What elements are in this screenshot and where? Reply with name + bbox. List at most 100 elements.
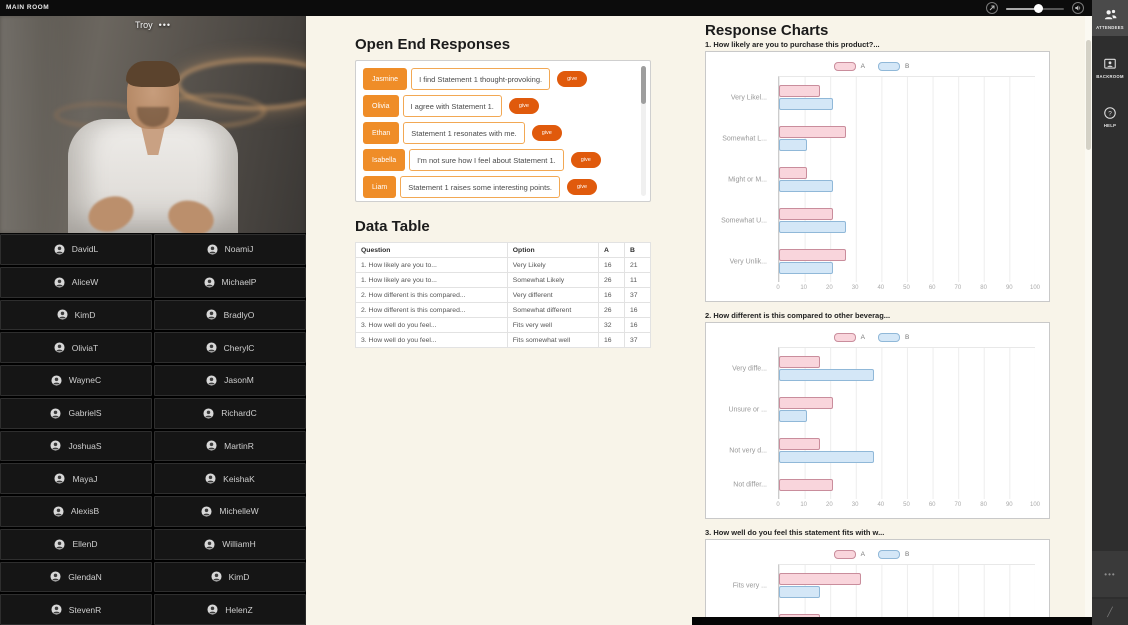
table-cell: 16	[624, 317, 651, 333]
speaker-icon[interactable]	[1072, 2, 1084, 14]
attendee-tile[interactable]: OliviaT	[0, 332, 152, 363]
table-cell: 1. How likely are you to...	[355, 257, 508, 273]
attendee-tile[interactable]: AlexisB	[0, 496, 152, 527]
axis-tick-label: 70	[954, 285, 962, 291]
open-end-scrollbar[interactable]	[641, 66, 646, 196]
attendee-tile[interactable]: StevenR	[0, 594, 152, 625]
attendee-avatar-icon	[57, 309, 68, 320]
category-label: Somewhat L...	[722, 135, 767, 142]
resize-handle-icon[interactable]: ╱	[1092, 599, 1128, 625]
attendee-tile[interactable]: CherylC	[154, 332, 306, 363]
open-end-title: Open End Responses	[355, 36, 511, 53]
response-text: Statement 1 resonates with me.	[403, 122, 525, 144]
attendee-tile[interactable]: NoamiJ	[154, 234, 306, 265]
table-cell: Fits very well	[506, 317, 600, 333]
response-action-button[interactable]: give	[567, 179, 598, 195]
response-action-button[interactable]: give	[557, 71, 588, 87]
video-options-menu[interactable]: •••	[158, 20, 172, 30]
legend-label: A	[860, 550, 865, 558]
table-cell: Fits somewhat well	[506, 332, 600, 348]
attendee-tile[interactable]: KeishaK	[154, 463, 306, 494]
slider-knob[interactable]	[1033, 4, 1043, 13]
attendee-tile[interactable]: KimD	[154, 561, 306, 593]
room-label: MAIN ROOM	[6, 4, 50, 11]
chart-card: A B Very Likel... Somewhat L... Might or M..…	[705, 51, 1050, 302]
open-end-response: Isabella I'm not sure how I feel about St…	[363, 149, 634, 171]
response-charts-panel: Response Charts 1. How likely are you to…	[692, 16, 1092, 617]
attendee-tile[interactable]: MichelleW	[154, 496, 306, 527]
attendee-tile[interactable]: AliceW	[0, 266, 152, 298]
attendee-name: JoshuaS	[68, 440, 102, 451]
category-label: Might or M...	[728, 176, 767, 183]
chart-category-group: Fits some...	[779, 606, 1035, 617]
bar-series-A	[779, 126, 846, 138]
axis-tick-label: 0	[776, 502, 780, 508]
volume-slider[interactable]	[1006, 2, 1064, 14]
scrollbar-thumb[interactable]	[641, 66, 646, 104]
response-action-button[interactable]: give	[508, 98, 539, 114]
chart-category-group: Somewhat U...	[721, 200, 1035, 241]
sidebar-item-label: HELP	[1103, 123, 1117, 128]
attendee-tile[interactable]: RichardC	[154, 397, 306, 429]
bar-series-A	[779, 479, 833, 491]
attendee-name: HelenZ	[225, 604, 253, 615]
attendee-tile[interactable]: WilliamH	[154, 528, 306, 560]
respondent-name-tag: Ethan	[363, 122, 400, 144]
category-label: Not very d...	[729, 447, 767, 454]
sidebar-item-backroom[interactable]: BACKROOM	[1092, 50, 1128, 85]
attendee-grid: DavidL NoamiJ AliceW MichaelP KimD BradlyO Oli…	[0, 234, 306, 625]
response-action-button[interactable]: give	[531, 125, 562, 141]
axis-tick-label: 90	[1005, 285, 1013, 291]
charts-scrollbar-thumb[interactable]	[1086, 40, 1091, 150]
chart-section: 3. How well do you feel this statement f…	[705, 528, 1078, 617]
axis-tick-label: 100	[1029, 285, 1041, 291]
attendee-tile[interactable]: HelenZ	[154, 594, 306, 625]
sidebar-item-help[interactable]: ? HELP	[1092, 99, 1128, 134]
response-text: Statement 1 raises some interesting poin…	[400, 176, 561, 198]
table-row: 2. How different is this compared... Some…	[355, 302, 651, 318]
attendee-name: EllenD	[72, 539, 98, 550]
sidebar-item-attendees[interactable]: ATTENDEES	[1092, 0, 1128, 36]
expand-icon[interactable]	[986, 2, 998, 14]
video-window-light	[0, 16, 70, 233]
open-end-response: Liam Statement 1 raises some interesting …	[363, 176, 634, 198]
chart-question-label: 2. How different is this compared to oth…	[705, 311, 891, 320]
legend-swatch	[878, 549, 900, 559]
legend-label: B	[905, 333, 910, 341]
attendee-tile[interactable]: BradlyO	[154, 299, 306, 331]
attendee-tile[interactable]: WayneC	[0, 365, 152, 396]
axis-tick-label: 50	[903, 285, 910, 291]
attendee-tile[interactable]: MichaelP	[154, 266, 306, 298]
presenter-video[interactable]: Troy •••	[0, 16, 306, 233]
attendee-name: StevenR	[68, 604, 102, 615]
attendee-tile[interactable]: DavidL	[0, 234, 152, 265]
attendee-tile[interactable]: GabrielS	[0, 397, 152, 429]
table-cell: 16	[624, 302, 651, 318]
chart-category-group: Might or M...	[728, 159, 1035, 200]
attendee-avatar-icon	[206, 309, 217, 320]
open-end-response: Olivia I agree with Statement 1. give	[363, 95, 634, 117]
chart-category-group: Very Unlik...	[730, 241, 1035, 282]
sidebar-collapsed-panel[interactable]: •••	[1092, 551, 1128, 597]
bar-series-B	[779, 221, 846, 233]
attendee-avatar-icon	[201, 506, 212, 517]
attendee-tile[interactable]: MartinR	[154, 430, 306, 462]
attendee-tile[interactable]: JoshuaS	[0, 430, 152, 462]
top-controls	[986, 1, 1084, 15]
bar-series-A	[779, 167, 808, 179]
axis-tick-label: 40	[877, 285, 885, 291]
charts-scrollbar[interactable]	[1085, 16, 1092, 617]
chart-category-group: Very diffe...	[732, 348, 1035, 389]
table-cell: 3. How well do you feel...	[355, 332, 508, 348]
table-header: Option	[506, 242, 600, 258]
attendee-tile[interactable]: KimD	[0, 299, 152, 331]
attendee-tile[interactable]: EllenD	[0, 528, 152, 560]
main-content-panel: Open End Responses Jasmine I find Stateme…	[306, 16, 692, 625]
attendee-tile[interactable]: JasonM	[154, 365, 306, 396]
chart-plot: Fits very ... Fits some...	[733, 564, 1035, 617]
attendee-tile[interactable]: GlendaN	[0, 561, 152, 593]
response-action-button[interactable]: give	[570, 152, 601, 168]
attendee-tile[interactable]: MayaJ	[0, 463, 152, 494]
attendee-avatar-icon	[51, 604, 62, 615]
